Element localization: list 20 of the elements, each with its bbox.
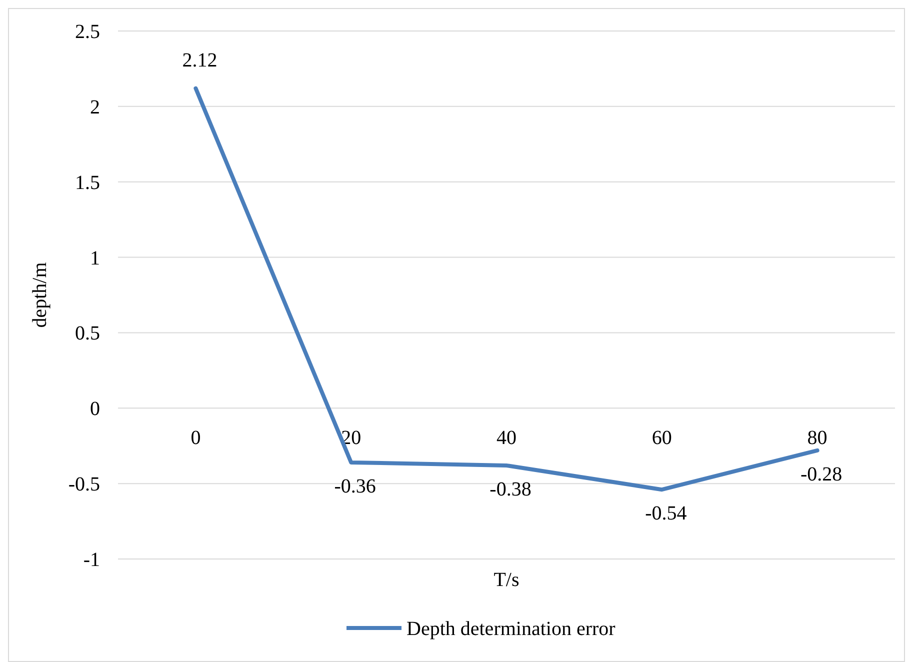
y-tick-label: 0.5 [75, 322, 100, 345]
x-tick-label: 40 [496, 427, 516, 450]
y-tick-label: 2 [90, 96, 100, 118]
y-axis-title: depth/m [29, 262, 51, 328]
y-tick-label: -0.5 [68, 474, 100, 496]
data-label: -0.54 [645, 502, 687, 525]
x-tick-label: 0 [190, 427, 201, 450]
legend-label: Depth determination error [406, 618, 616, 640]
data-label: 2.12 [182, 49, 218, 72]
data-label: -0.36 [334, 475, 376, 498]
x-axis-title: T/s [494, 569, 520, 591]
data-label: -0.28 [800, 463, 842, 486]
x-tick-label: 60 [652, 427, 672, 450]
y-tick-label: 0 [90, 398, 100, 420]
y-tick-label: 2.5 [75, 21, 100, 43]
y-tick-label: 1 [90, 247, 100, 270]
y-tick-label: 1.5 [75, 172, 100, 194]
y-tick-label: -1 [83, 549, 100, 571]
data-label: -0.38 [490, 478, 532, 500]
x-tick-label: 80 [807, 427, 828, 450]
